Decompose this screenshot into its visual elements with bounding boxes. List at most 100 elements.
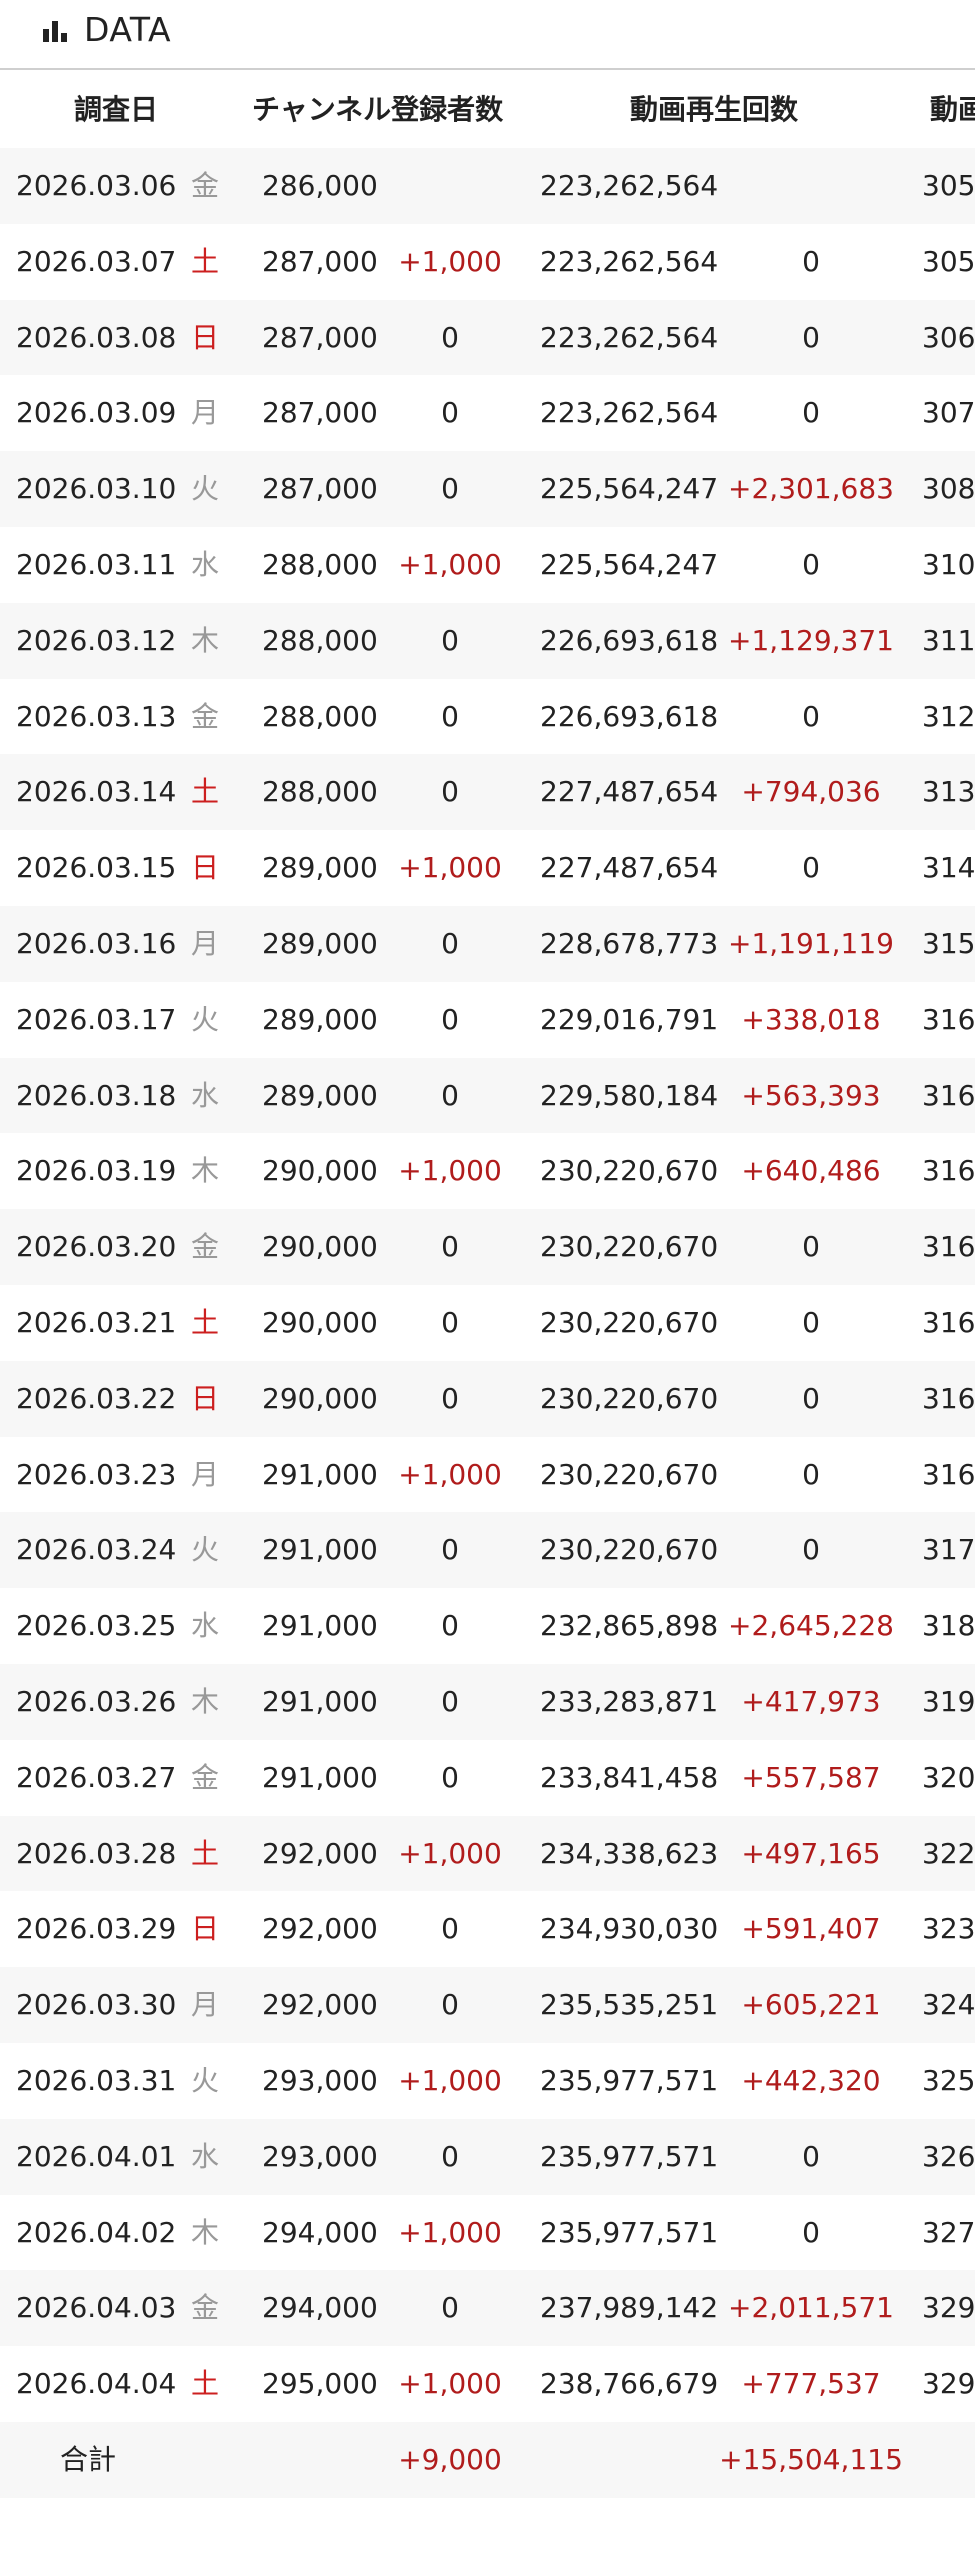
subscribers-cell: 292,000 (262, 1912, 378, 1946)
views-cell: 235,977,571 (540, 2139, 719, 2173)
page-title: DATA (84, 10, 172, 49)
subscribers-cell: 293,000 (262, 2139, 378, 2173)
table-row: 2026.03.22 日 290,000 0 230,220,670 0 316 (0, 1360, 975, 1437)
views-cell: 229,016,791 (540, 1002, 719, 1036)
subscribers-cell: 291,000 (262, 1533, 378, 1567)
data-table[interactable]: 調査日 チャンネル登録者数 動画再生回数 動画 2026.03.06 金 286,0… (0, 72, 975, 2512)
views-cell: 225,564,247 (540, 547, 719, 581)
date-cell: 2026.03.12 (16, 623, 177, 657)
table-row: 2026.03.15 日 289,000 +1,000 227,487,654 0 314 (0, 830, 975, 906)
subscribers-delta-cell: 0 (441, 1760, 459, 1794)
subscribers-cell: 287,000 (262, 472, 378, 506)
total-row: 合計 +9,000 +15,504,115 (0, 2421, 975, 2498)
views-delta-cell: +1,129,371 (728, 623, 894, 657)
subscribers-cell: 288,000 (262, 623, 378, 657)
subscribers-delta-cell: 0 (441, 2139, 459, 2173)
weekday-cell: 水 (190, 1078, 219, 1112)
table-row: 2026.03.31 火 293,000 +1,000 235,977,571 +442,… (0, 2043, 975, 2119)
table-row: 2026.03.30 月 292,000 0 235,535,251 +605,221 32… (0, 1967, 975, 2043)
page-header: DATA (0, 0, 975, 70)
views-delta-cell: +640,486 (741, 1154, 881, 1188)
weekday-cell: 水 (190, 2139, 219, 2173)
table-row: 2026.03.07 土 287,000 +1,000 223,262,564 0 305 (0, 224, 975, 300)
table-row: 2026.03.10 火 287,000 0 225,564,247 +2,301,683… (0, 451, 975, 527)
date-cell: 2026.03.25 (16, 1609, 177, 1643)
date-cell: 2026.03.08 (16, 320, 177, 354)
videos-cell: 315 (922, 926, 975, 960)
videos-cell: 306 (922, 320, 975, 354)
views-delta-cell: 0 (802, 1305, 820, 1339)
videos-cell: 313 (922, 775, 975, 809)
date-cell: 2026.03.16 (16, 926, 177, 960)
views-cell: 230,220,670 (540, 1305, 719, 1339)
subscribers-cell: 287,000 (262, 244, 378, 278)
views-cell: 234,930,030 (540, 1912, 719, 1946)
column-header-views: 動画再生回数 (630, 93, 799, 126)
videos-cell: 317 (922, 1533, 975, 1567)
subscribers-delta-cell: +1,000 (398, 1457, 502, 1491)
subscribers-delta-cell: 0 (441, 699, 459, 733)
table-row: 2026.03.09 月 287,000 0 223,262,564 0 307 (0, 375, 975, 451)
date-cell: 2026.03.28 (16, 1836, 177, 1870)
table-row: 2026.03.23 月 291,000 +1,000 230,220,670 0 316 (0, 1437, 975, 1513)
videos-cell: 327 (922, 2215, 975, 2249)
subscribers-delta-cell: 0 (441, 1305, 459, 1339)
subscribers-cell: 291,000 (262, 1760, 378, 1794)
table-row: 2026.03.24 火 291,000 0 230,220,670 0 317 (0, 1512, 975, 1589)
views-delta-cell: 0 (802, 244, 820, 278)
videos-cell: 316 (922, 1078, 975, 1112)
views-delta-cell: +1,191,119 (728, 926, 894, 960)
weekday-cell: 金 (190, 169, 219, 202)
views-delta-cell: 0 (802, 699, 820, 733)
videos-cell: 323 (922, 1912, 975, 1946)
table-row: 2026.04.04 土 295,000 +1,000 238,766,679 +777,… (0, 2346, 975, 2422)
videos-cell: 319 (922, 1684, 975, 1718)
date-cell: 2026.03.18 (16, 1078, 177, 1112)
subscribers-delta-cell: 0 (441, 623, 459, 657)
videos-cell: 316 (922, 1305, 975, 1339)
views-delta-cell: 0 (802, 851, 820, 885)
subscribers-delta-cell: 0 (441, 396, 459, 430)
subscribers-delta-cell: +1,000 (398, 547, 502, 581)
subscribers-delta-cell: 0 (441, 1381, 459, 1415)
subscribers-cell: 293,000 (262, 2063, 378, 2097)
total-label: 合計 (60, 2442, 117, 2476)
weekday-cell: 金 (190, 699, 219, 733)
table-row: 2026.03.28 土 292,000 +1,000 234,338,623 +497,… (0, 1815, 975, 1892)
views-cell: 227,487,654 (540, 851, 719, 885)
views-cell: 235,977,571 (540, 2063, 719, 2097)
table-row: 2026.03.12 木 288,000 0 226,693,618 +1,129,371… (0, 602, 975, 679)
views-delta-cell: +777,537 (741, 2367, 881, 2401)
table-row: 2026.03.13 金 288,000 0 226,693,618 0 312 (0, 679, 975, 755)
views-delta-cell: +563,393 (741, 1078, 881, 1112)
table-row: 2026.03.17 火 289,000 0 229,016,791 +338,018 31… (0, 982, 975, 1058)
views-cell: 226,693,618 (540, 699, 719, 733)
subscribers-delta-cell: +1,000 (398, 1154, 502, 1188)
weekday-cell: 木 (190, 2215, 219, 2249)
videos-cell: 324 (922, 1988, 975, 2022)
weekday-cell: 日 (190, 851, 219, 885)
table-row: 2026.03.11 水 288,000 +1,000 225,564,247 0 310 (0, 527, 975, 603)
views-cell: 227,487,654 (540, 775, 719, 809)
weekday-cell: 火 (190, 2063, 219, 2097)
total-subscribers-delta: +9,000 (398, 2442, 502, 2476)
subscribers-cell: 288,000 (262, 699, 378, 733)
views-cell: 223,262,564 (540, 244, 719, 278)
weekday-cell: 月 (190, 1457, 219, 1491)
views-cell: 230,220,670 (540, 1381, 719, 1415)
subscribers-delta-cell: 0 (441, 1002, 459, 1036)
views-cell: 230,220,670 (540, 1154, 719, 1188)
date-cell: 2026.04.02 (16, 2215, 177, 2249)
subscribers-delta-cell: 0 (441, 1078, 459, 1112)
views-delta-cell: +591,407 (741, 1912, 881, 1946)
subscribers-cell: 290,000 (262, 1154, 378, 1188)
views-delta-cell: +338,018 (741, 1002, 881, 1036)
date-cell: 2026.03.27 (16, 1760, 177, 1794)
weekday-cell: 月 (190, 926, 219, 960)
views-cell: 233,283,871 (540, 1684, 719, 1718)
column-header-videos: 動画 (930, 93, 975, 126)
subscribers-cell: 289,000 (262, 1078, 378, 1112)
date-cell: 2026.03.30 (16, 1988, 177, 2022)
subscribers-cell: 287,000 (262, 320, 378, 354)
subscribers-delta-cell: 0 (441, 2291, 459, 2325)
